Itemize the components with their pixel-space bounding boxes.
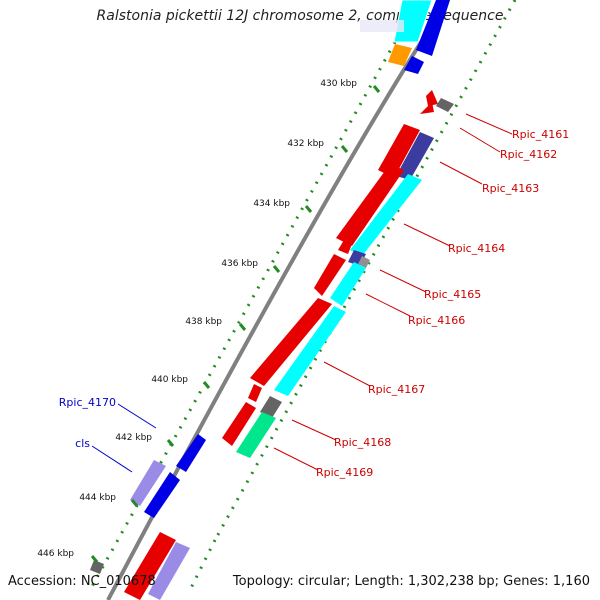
- tick-label: 438 kbp: [185, 317, 222, 327]
- gene-4166: [314, 254, 346, 296]
- outer-dotted-ring-left: [88, 41, 397, 591]
- gene-4168b: [248, 384, 262, 402]
- tick-marks: 430 kbp 432 kbp 434 kbp 436 kbp 438 kbp 440 k…: [37, 79, 381, 563]
- callout-line: [273, 447, 319, 471]
- summary-label: Topology: circular; Length: 1,302,238 bp…: [232, 574, 590, 589]
- accession-label: Accession: NC_010678: [8, 574, 156, 589]
- gene-4164b: [338, 240, 352, 254]
- gene-cls: [130, 460, 166, 506]
- callout-line: [439, 161, 483, 185]
- gene-4163: [378, 124, 420, 178]
- gene-4167: [250, 298, 332, 386]
- tick-label: 436 kbp: [221, 259, 258, 269]
- tick-label: 444 kbp: [79, 493, 116, 503]
- gene-bottom-red: [124, 532, 176, 600]
- tick-label: 434 kbp: [253, 199, 290, 209]
- tick-label: 440 kbp: [151, 375, 188, 385]
- gene-4169-green: [236, 412, 276, 458]
- gene-label-right: Rpic_4164: [448, 242, 505, 255]
- gene-callouts: Rpic_4161 Rpic_4162 Rpic_4163 Rpic_4164 Rpic…: [59, 113, 569, 479]
- gene-top-faded: [360, 20, 404, 32]
- gene-label-right: Rpic_4167: [368, 383, 425, 396]
- gene-4170: [176, 434, 206, 472]
- tick-mark: [272, 265, 281, 273]
- gene-4163-navy: [396, 132, 434, 180]
- tick-mark: [372, 85, 381, 93]
- callout-line: [323, 361, 371, 387]
- gene-label-left: cls: [75, 437, 90, 450]
- gene-top-blue-b: [404, 56, 424, 74]
- gene-4165-gray: [358, 256, 370, 268]
- tick-mark: [304, 205, 313, 213]
- gene-label-right: Rpic_4163: [482, 182, 539, 195]
- tick-mark: [90, 555, 99, 563]
- tick-label: 446 kbp: [37, 549, 74, 559]
- gene-cls-blue: [144, 472, 180, 518]
- callout-line: [403, 223, 451, 247]
- gene-4169: [222, 402, 256, 446]
- gene-label-right: Rpic_4169: [316, 466, 373, 479]
- outer-dotted-ring-right-lower: [188, 539, 217, 591]
- gene-label-right: Rpic_4165: [424, 288, 481, 301]
- callout-line: [465, 113, 513, 135]
- gene-4164: [336, 164, 404, 246]
- gene-4162b: [436, 98, 454, 112]
- tick-mark: [166, 439, 175, 447]
- gene-4161: [426, 90, 438, 106]
- gene-4166-cyan: [330, 262, 366, 306]
- gene-label-right: Rpic_4161: [512, 128, 569, 141]
- gene-label-right: Rpic_4166: [408, 314, 465, 327]
- tick-label: 430 kbp: [320, 79, 357, 89]
- callout-line: [459, 127, 501, 153]
- tick-mark: [130, 499, 139, 507]
- tick-mark: [202, 381, 211, 389]
- callout-line: [91, 445, 133, 473]
- gene-label-left: Rpic_4170: [59, 396, 116, 409]
- callout-line: [379, 269, 427, 293]
- gene-4162: [420, 102, 434, 114]
- tick-mark: [340, 145, 349, 153]
- gene-4167-cyan: [274, 306, 346, 396]
- gene-4164-cyan: [350, 174, 422, 256]
- tick-mark: [238, 323, 247, 331]
- gene-label-right: Rpic_4168: [334, 436, 391, 449]
- tick-label: 442 kbp: [115, 433, 152, 443]
- gene-label-right: Rpic_4162: [500, 148, 557, 161]
- gene-top-orange: [388, 44, 412, 66]
- outer-dotted-ring-right: [213, 0, 517, 541]
- callout-line: [365, 293, 411, 317]
- callout-line: [117, 403, 157, 429]
- gene-bottom-gray: [90, 560, 104, 574]
- tick-label: 432 kbp: [287, 139, 324, 149]
- gene-top-blue-a: [416, 0, 450, 56]
- callout-line: [291, 419, 337, 441]
- gene-bottom-lavender: [148, 542, 190, 600]
- gene-4168: [260, 396, 282, 418]
